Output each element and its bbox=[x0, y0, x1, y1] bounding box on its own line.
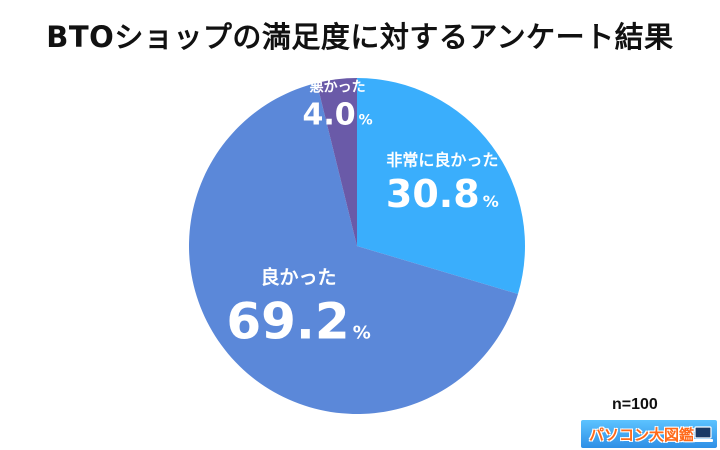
logo-text: パソコン大図鑑 bbox=[589, 425, 695, 444]
pie-slice bbox=[316, 78, 357, 246]
slice-label: 非常に良かった bbox=[386, 150, 498, 169]
slice-value-label: 4.0% bbox=[302, 97, 372, 132]
site-logo: パソコン大図鑑 bbox=[581, 420, 717, 448]
slice-label: 悪かった bbox=[310, 79, 366, 95]
slice-label: 良かった bbox=[261, 265, 337, 288]
slice-value: 69.2 bbox=[226, 292, 349, 350]
slice-unit: % bbox=[353, 322, 371, 343]
slice-value: 30.8 bbox=[386, 172, 480, 216]
laptop-icon bbox=[693, 426, 713, 442]
slice-value-label: 30.8% bbox=[386, 172, 499, 216]
slice-value-label: 69.2% bbox=[226, 292, 370, 350]
page-title: BTOショップの満足度に対するアンケート結果 bbox=[46, 20, 674, 54]
slice-unit: % bbox=[359, 112, 373, 128]
pie-slice bbox=[357, 78, 525, 295]
pie-slice bbox=[188, 82, 518, 414]
slice-value: 4.0 bbox=[302, 97, 355, 132]
slice-unit: % bbox=[483, 192, 499, 211]
sample-size-label: n=100 bbox=[612, 396, 658, 413]
